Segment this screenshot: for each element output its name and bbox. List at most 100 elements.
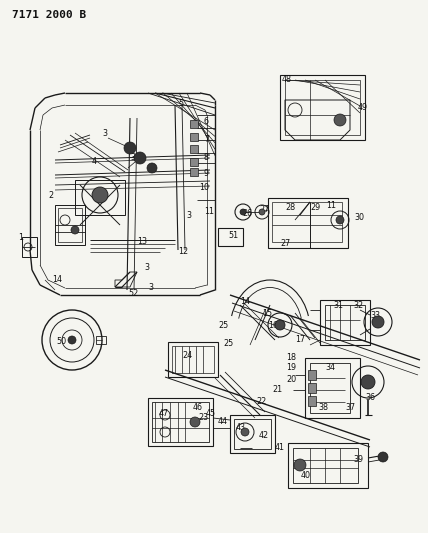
Text: 2: 2 — [48, 191, 53, 200]
Bar — [272, 202, 342, 242]
Text: 48: 48 — [282, 76, 292, 85]
Text: 19: 19 — [286, 364, 296, 373]
Text: 25: 25 — [218, 320, 228, 329]
Text: 47: 47 — [159, 408, 169, 417]
Text: 51: 51 — [228, 230, 238, 239]
Text: 43: 43 — [236, 424, 246, 432]
Bar — [190, 120, 198, 128]
Text: 7171 2000 B: 7171 2000 B — [12, 10, 86, 20]
Text: 30: 30 — [354, 214, 364, 222]
Text: 1: 1 — [18, 232, 23, 241]
Text: 31: 31 — [333, 302, 343, 311]
Bar — [280, 75, 365, 140]
Text: 50: 50 — [56, 336, 66, 345]
Circle shape — [190, 417, 200, 427]
Text: 11: 11 — [326, 200, 336, 209]
Text: 14: 14 — [52, 276, 62, 285]
Bar — [325, 305, 365, 340]
Circle shape — [259, 209, 265, 215]
Text: 12: 12 — [178, 247, 188, 256]
Bar — [58, 208, 82, 242]
Text: 8: 8 — [204, 152, 209, 161]
Text: 11: 11 — [204, 207, 214, 216]
Text: 7: 7 — [204, 135, 209, 144]
Bar — [172, 346, 214, 373]
Text: 34: 34 — [325, 364, 335, 373]
Text: 27: 27 — [259, 205, 269, 214]
Text: 39: 39 — [353, 455, 363, 464]
Text: 33: 33 — [370, 311, 380, 320]
Text: 32: 32 — [353, 302, 363, 311]
Bar — [308, 370, 316, 380]
Bar — [148, 398, 213, 446]
Circle shape — [124, 142, 136, 154]
Bar — [308, 396, 316, 406]
Circle shape — [147, 163, 157, 173]
Bar — [190, 145, 198, 153]
Circle shape — [68, 336, 76, 344]
Text: 46: 46 — [193, 403, 203, 413]
Circle shape — [294, 459, 306, 471]
Bar — [218, 228, 243, 246]
Text: 49: 49 — [358, 102, 368, 111]
Bar — [55, 205, 85, 245]
Text: 22: 22 — [256, 398, 266, 407]
Bar — [308, 383, 316, 393]
Text: 15: 15 — [262, 309, 272, 318]
Text: 3: 3 — [186, 211, 191, 220]
Text: 29: 29 — [310, 203, 320, 212]
Circle shape — [134, 152, 146, 164]
Bar — [168, 342, 218, 377]
Text: 3: 3 — [130, 152, 135, 161]
Text: 26: 26 — [242, 208, 252, 217]
Circle shape — [372, 316, 384, 328]
Text: 35: 35 — [363, 376, 373, 385]
Text: 18: 18 — [286, 352, 296, 361]
Text: 4: 4 — [92, 157, 97, 166]
Circle shape — [361, 375, 375, 389]
Bar — [22, 237, 37, 257]
Text: 17: 17 — [295, 335, 305, 343]
Text: 5: 5 — [178, 99, 183, 108]
Text: 25: 25 — [223, 338, 233, 348]
Text: 42: 42 — [259, 431, 269, 440]
Bar — [293, 448, 358, 483]
Bar — [234, 419, 271, 449]
Text: 52: 52 — [128, 289, 138, 298]
Bar — [96, 336, 106, 344]
Bar — [190, 168, 198, 176]
Circle shape — [71, 226, 79, 234]
Circle shape — [241, 428, 249, 436]
Text: 10: 10 — [199, 183, 209, 192]
Circle shape — [92, 187, 108, 203]
Text: 23: 23 — [198, 413, 208, 422]
Bar — [288, 443, 368, 488]
Text: 44: 44 — [218, 416, 228, 425]
Text: 38: 38 — [318, 402, 328, 411]
Bar — [75, 180, 125, 215]
Circle shape — [336, 216, 344, 224]
Text: 24: 24 — [182, 351, 192, 360]
Text: 16: 16 — [268, 320, 278, 329]
Text: 9: 9 — [204, 169, 209, 179]
Text: 20: 20 — [286, 375, 296, 384]
Text: 40: 40 — [301, 471, 311, 480]
Text: 45: 45 — [206, 409, 216, 418]
Bar — [230, 415, 275, 453]
Bar — [285, 80, 360, 135]
Text: 6: 6 — [204, 117, 209, 126]
Text: 13: 13 — [137, 238, 147, 246]
Text: 3: 3 — [148, 284, 153, 293]
Bar — [305, 358, 360, 418]
Text: 37: 37 — [345, 403, 355, 413]
Bar — [320, 300, 370, 345]
Text: 3: 3 — [102, 128, 107, 138]
Circle shape — [378, 452, 388, 462]
Bar — [190, 133, 198, 141]
Text: 14: 14 — [240, 297, 250, 306]
Text: 36: 36 — [365, 392, 375, 401]
Bar — [190, 158, 198, 166]
Circle shape — [275, 320, 285, 330]
Text: 21: 21 — [272, 385, 282, 394]
Text: 3: 3 — [144, 263, 149, 272]
